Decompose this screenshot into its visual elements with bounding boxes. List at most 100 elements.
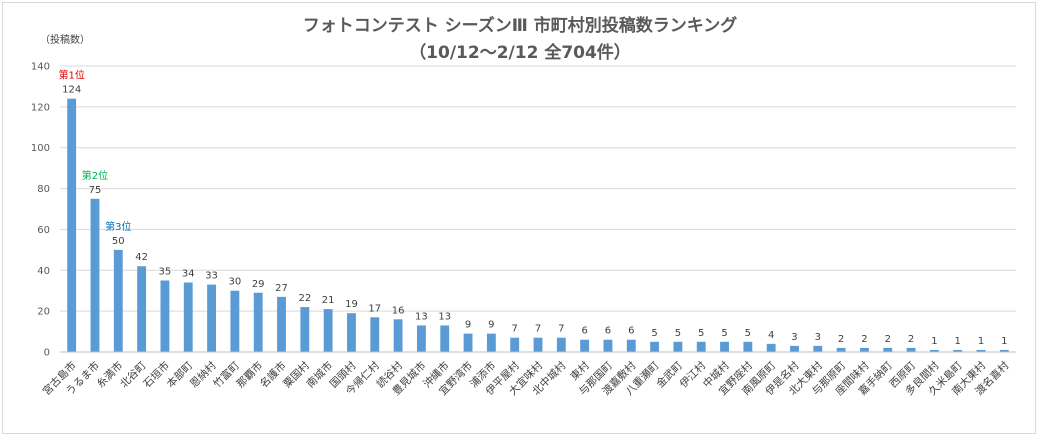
bar (67, 98, 77, 352)
bar (183, 282, 193, 352)
data-label: 21 (322, 295, 335, 306)
y-tick-label: 120 (31, 102, 50, 113)
data-label: 6 (581, 326, 587, 337)
bar (720, 341, 729, 352)
rank-annotation: 第1位 (58, 69, 84, 82)
bar (323, 309, 333, 352)
bar (300, 307, 310, 352)
data-label: 5 (698, 328, 704, 339)
bar (347, 313, 356, 352)
data-label: 19 (345, 299, 358, 310)
bar (999, 349, 1009, 352)
data-label: 50 (112, 236, 125, 247)
bar (277, 296, 286, 352)
data-label: 2 (861, 334, 867, 345)
bar (137, 266, 147, 352)
bar (929, 349, 939, 352)
category-labels: 宮古島市うるま市糸満市北谷町石垣市本部町恩納村竹富町那覇市名護市粟国村南城市国頭… (40, 359, 1012, 398)
y-tick-label: 140 (31, 62, 50, 73)
bar (230, 290, 240, 352)
data-label: 1 (955, 336, 961, 347)
y-tick-label: 100 (31, 143, 50, 154)
data-label: 7 (511, 324, 517, 335)
bar (790, 345, 799, 352)
data-label: 9 (465, 320, 471, 331)
bar (953, 349, 963, 352)
data-label: 17 (368, 303, 381, 314)
bar (603, 339, 613, 352)
data-label: 5 (651, 328, 657, 339)
chart-subtitle: （10/12～2/12 全704件） (409, 42, 631, 63)
bar (673, 341, 683, 352)
y-tick-label: 80 (37, 184, 50, 195)
y-axis-ticks: 0 20 40 60 80 100 120 140 (31, 62, 50, 359)
bar (883, 347, 893, 352)
bar (463, 333, 473, 352)
data-label: 4 (768, 330, 774, 341)
bar (626, 339, 636, 352)
data-label: 9 (488, 320, 494, 331)
data-label: 13 (415, 311, 428, 322)
chart-title: フォトコンテスト シーズンⅢ 市町村別投稿数ランキング (303, 15, 738, 36)
data-label: 22 (298, 293, 311, 304)
data-label: 29 (252, 279, 265, 290)
data-label: 5 (675, 328, 681, 339)
data-label: 42 (135, 252, 148, 263)
data-label: 3 (815, 332, 821, 343)
data-label: 16 (392, 305, 405, 316)
bar (90, 198, 100, 352)
data-label: 2 (838, 334, 844, 345)
data-label: 33 (205, 271, 218, 282)
bar (486, 333, 496, 352)
data-label: 5 (745, 328, 751, 339)
bar (253, 292, 263, 352)
bar (766, 343, 776, 352)
y-axis-label: （投稿数） (40, 33, 90, 46)
bar (743, 341, 753, 352)
bar (650, 341, 660, 352)
bar (533, 337, 543, 352)
bar (510, 337, 520, 352)
bar (393, 319, 403, 352)
data-label: 1 (978, 336, 984, 347)
data-label: 35 (159, 267, 172, 278)
data-label: 13 (438, 311, 451, 322)
bar (370, 317, 380, 352)
bars (67, 98, 1009, 352)
bar (416, 325, 426, 352)
rank-annotation: 第2位 (82, 169, 108, 182)
data-label: 3 (791, 332, 797, 343)
bar (440, 325, 450, 352)
bar (836, 347, 846, 352)
data-label: 7 (558, 324, 564, 335)
y-tick-label: 40 (37, 266, 50, 277)
data-label: 7 (535, 324, 541, 335)
data-label: 6 (628, 326, 634, 337)
bar (696, 341, 706, 352)
data-label: 1 (1001, 336, 1007, 347)
data-label: 124 (62, 85, 81, 96)
data-label: 27 (275, 283, 288, 294)
gridlines (60, 65, 1016, 312)
y-tick-label: 20 (37, 307, 50, 318)
bar (160, 280, 170, 352)
bar (207, 284, 216, 352)
data-label: 6 (605, 326, 611, 337)
bar (813, 345, 823, 352)
y-tick-label: 60 (37, 225, 50, 236)
bar (580, 339, 590, 352)
rank-annotation: 第3位 (105, 220, 131, 233)
data-label: 1 (931, 336, 937, 347)
data-label: 34 (182, 269, 195, 280)
data-label: 5 (721, 328, 727, 339)
bar (860, 347, 869, 352)
bar (556, 337, 566, 352)
data-label: 75 (89, 185, 102, 196)
data-label: 2 (885, 334, 891, 345)
bar (113, 249, 123, 352)
data-label: 30 (229, 277, 242, 288)
y-tick-label: 0 (44, 348, 50, 359)
